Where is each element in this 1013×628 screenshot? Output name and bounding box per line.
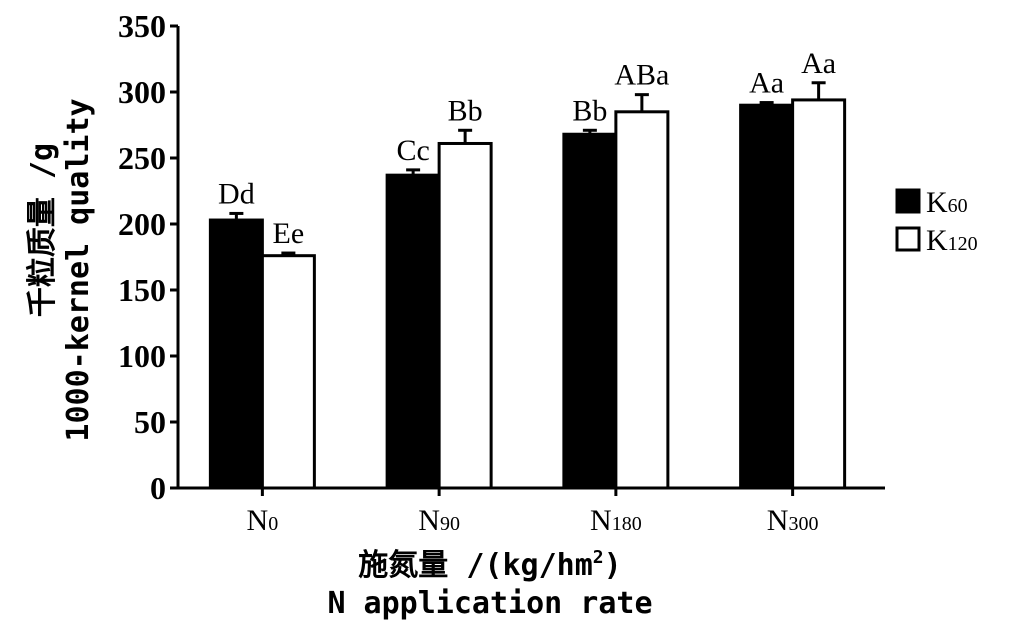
y-axis: 0 50 100 150 200 250 300 350: [118, 8, 180, 506]
legend-swatch: [895, 188, 921, 214]
significance-label: Ee: [273, 217, 305, 250]
bar: [614, 110, 670, 490]
y-tick-label: 150: [118, 272, 166, 308]
y-tick-label: 50: [134, 404, 166, 440]
bar: [437, 141, 493, 490]
significance-label: Bb: [448, 94, 483, 127]
y-axis-title-zh: 千粒质量 /g: [25, 143, 60, 317]
x-axis-title-zh-main: 施氮量 /(kg/hm: [358, 548, 593, 583]
x-category-label: N0: [247, 504, 279, 537]
significance-label: Cc: [396, 134, 429, 167]
legend-swatch: [895, 226, 921, 252]
y-axis-title-en: 1000-kernel quality: [61, 98, 96, 441]
x-category-sub: 300: [788, 513, 818, 535]
axis-titles: 千粒质量 /g 1000-kernel quality 施氮量 /(kg/hm2…: [25, 98, 653, 621]
significance-label: Aa: [801, 47, 836, 80]
x-category-base: N: [247, 504, 269, 537]
x-category-sub: 0: [268, 513, 278, 535]
x-category-label: N300: [767, 504, 819, 537]
bar: [562, 132, 618, 490]
x-category-sub: 180: [612, 513, 642, 535]
y-tick-label: 250: [118, 140, 166, 176]
legend-label-base: K: [926, 224, 948, 257]
x-category-base: N: [590, 504, 612, 537]
x-axis-title-sup: 2: [593, 547, 604, 568]
x-axis: N0 N90 N180 N300: [178, 486, 885, 537]
x-axis-title-en: N application rate: [327, 586, 652, 621]
significance-label: Bb: [572, 94, 607, 127]
bar: [208, 218, 264, 490]
bar: [260, 254, 316, 490]
legend-label: K120: [926, 224, 978, 257]
y-tick-label: 300: [118, 74, 166, 110]
x-category-label: N180: [590, 504, 642, 537]
x-category-label: N90: [418, 504, 460, 537]
y-tick-label: 200: [118, 206, 166, 242]
y-tick-label: 350: [118, 8, 166, 44]
legend-label-base: K: [926, 186, 948, 219]
y-tick-label: 0: [150, 470, 166, 506]
bar: [739, 103, 795, 490]
significance-label: Dd: [218, 177, 255, 210]
significance-label: Aa: [749, 67, 784, 100]
bar: [385, 173, 441, 490]
legend-label-sub: 60: [948, 195, 968, 217]
x-axis-title-zh: 施氮量 /(kg/hm2): [358, 547, 621, 583]
y-tick-label: 100: [118, 338, 166, 374]
significance-label: ABa: [614, 59, 669, 92]
x-category-base: N: [767, 504, 789, 537]
bar: [791, 98, 847, 490]
x-category-base: N: [418, 504, 440, 537]
x-axis-title-close: ): [604, 548, 622, 583]
legend-label-sub: 120: [948, 233, 978, 255]
legend-label: K60: [926, 186, 968, 219]
x-category-sub: 90: [440, 513, 460, 535]
